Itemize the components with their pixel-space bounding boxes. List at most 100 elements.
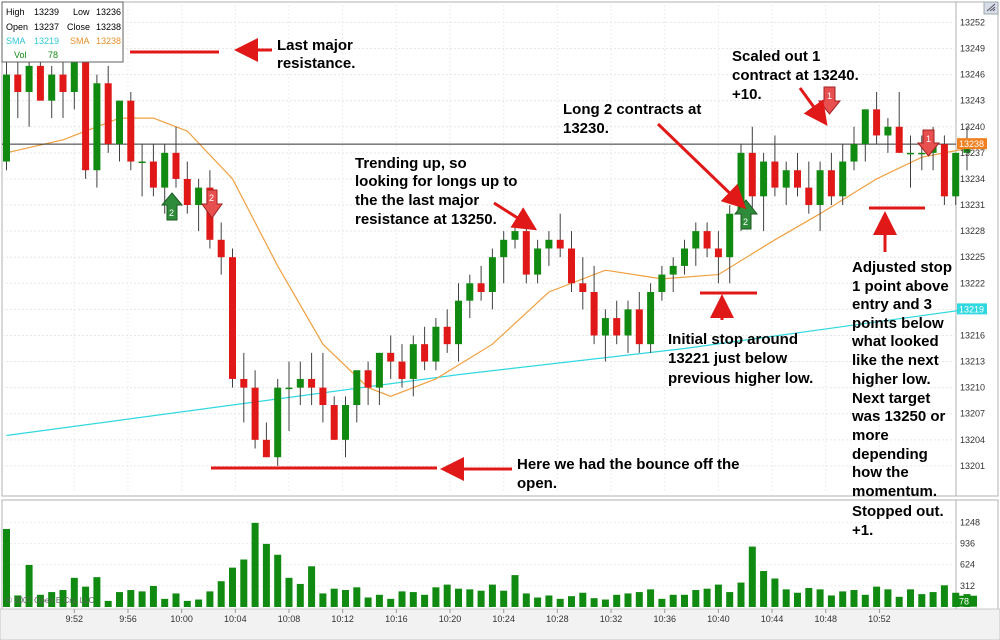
candle: [681, 239, 688, 275]
price-tick-label: 13213: [960, 357, 985, 367]
candle-body: [952, 152, 960, 197]
sma-fast-line: [6, 308, 968, 437]
volume-bar: [579, 592, 587, 607]
volume-bar: [952, 592, 960, 607]
volume-bar: [907, 589, 914, 607]
candle-body: [714, 248, 722, 258]
candle-body: [477, 283, 485, 292]
candle: [590, 265, 598, 345]
volume-bar: [14, 595, 22, 607]
candle: [522, 222, 530, 284]
volume-bar: [861, 594, 869, 607]
info-close-value: 13238: [96, 22, 121, 32]
candle: [940, 135, 948, 206]
candle-body: [195, 187, 203, 206]
volume-bar: [522, 593, 530, 607]
candle-body: [364, 370, 372, 388]
trend-note-line3: the the last major: [355, 192, 479, 209]
volume-tick-label: 624: [960, 560, 975, 570]
volume-bar: [421, 594, 429, 607]
candle: [714, 231, 722, 284]
candle: [850, 126, 858, 171]
candle-body: [488, 257, 496, 292]
candle: [816, 161, 824, 232]
long-entry-marker-label: 2: [169, 208, 174, 218]
volume-bar: [195, 599, 203, 607]
candle-body: [918, 152, 926, 155]
last-price-badge-label: 13238: [959, 139, 984, 149]
candle-body: [794, 170, 801, 188]
volume-tick-label: 936: [960, 538, 975, 548]
stop-note-line1: Initial stop around: [668, 331, 798, 348]
price-tick-label: 13210: [960, 383, 985, 393]
candle-body: [771, 161, 779, 188]
price-tick-label: 13240: [960, 122, 985, 132]
volume-bar: [455, 588, 462, 607]
candle: [839, 144, 847, 206]
candle-body: [534, 248, 542, 275]
candle: [624, 300, 632, 353]
volume-bar: [669, 594, 677, 607]
volume-bar: [929, 592, 937, 607]
candle: [364, 361, 372, 406]
volume-bar: [714, 584, 722, 607]
volume-bar: [296, 583, 304, 607]
candle: [330, 396, 338, 440]
resistance-note-line2: resistance.: [277, 55, 355, 72]
candle-body: [748, 152, 756, 197]
volume-bar: [308, 566, 316, 607]
volume-bar: [805, 588, 813, 607]
info-open-value: 13237: [34, 22, 59, 32]
candle: [805, 161, 813, 214]
candle-body: [455, 300, 462, 345]
time-tick-label: 10:48: [814, 614, 837, 624]
volume-bar: [771, 578, 779, 607]
candle: [861, 109, 869, 162]
volume-bar: [590, 598, 598, 607]
adjust-note-line10: more: [852, 427, 889, 444]
time-tick-label: 10:28: [546, 614, 569, 624]
time-tick-label: 10:44: [761, 614, 784, 624]
time-tick-label: 10:36: [653, 614, 676, 624]
candle: [229, 248, 236, 388]
candle: [375, 352, 383, 406]
volume-bar: [375, 594, 383, 607]
stop-note-line2: 13221 just below: [668, 350, 788, 367]
candle-body: [579, 283, 587, 292]
candle: [952, 152, 960, 206]
candle-body: [82, 57, 90, 171]
scaled-note-line2: contract at 13240.: [732, 67, 859, 84]
sma-fast-badge-label: 13219: [959, 304, 984, 314]
candle: [455, 283, 462, 362]
candle: [217, 222, 225, 275]
adjust-note-line8: Next target: [852, 390, 930, 407]
candle: [262, 422, 270, 458]
candle: [873, 91, 881, 145]
volume-bar: [3, 528, 10, 607]
candle-body: [590, 291, 598, 336]
info-high-label: High: [6, 7, 25, 17]
sma-fast-badge: [957, 303, 987, 315]
volume-bar: [839, 591, 847, 607]
volume-bar: [477, 590, 485, 607]
candle-body: [601, 318, 609, 336]
time-tick-label: 10:12: [331, 614, 354, 624]
price-tick-label: 13234: [960, 174, 985, 184]
candle-body: [895, 126, 903, 153]
candle-body: [839, 161, 847, 197]
corner-expand-icon-glyph: [986, 3, 996, 12]
volume-bar: [183, 600, 191, 607]
scaled-note-line3: +10.: [732, 86, 762, 103]
final-exit-marker: 1: [916, 129, 941, 157]
volume-bar: [274, 554, 282, 607]
last-price-badge: [957, 138, 987, 150]
candle: [771, 135, 779, 197]
candle: [748, 126, 756, 214]
info-vol-value: 78: [48, 50, 58, 60]
candle-body: [861, 109, 869, 145]
scale-out-marker-label: 1: [827, 91, 832, 101]
candle-body: [760, 161, 768, 197]
volume-bar: [138, 591, 146, 607]
price-tick-label: 13222: [960, 278, 985, 288]
candle: [59, 57, 67, 119]
